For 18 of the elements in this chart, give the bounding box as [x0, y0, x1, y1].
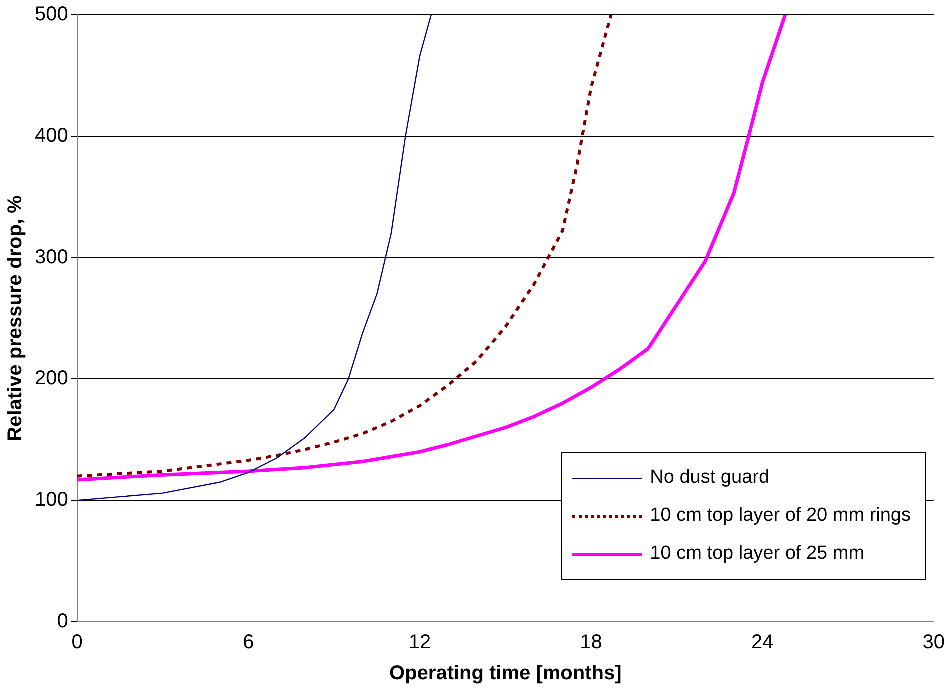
y-tick-label: 500 [34, 4, 68, 26]
legend-label: No dust guard [650, 467, 770, 489]
y-tick-label: 100 [34, 489, 68, 512]
legend-label: 10 cm top layer of 20 mm rings [650, 505, 911, 527]
y-tick-label: 0 [57, 610, 68, 633]
x-tick-label: 12 [408, 632, 432, 654]
y-axis-title: Relative pressure drop, % [4, 195, 27, 442]
y-tick-label: 300 [34, 246, 68, 268]
y-tick-label: 200 [34, 368, 68, 390]
legend-label: 10 cm top layer of 25 mm [650, 543, 865, 565]
x-tick-label: 30 [922, 632, 945, 654]
x-tick-label: 0 [72, 632, 83, 654]
y-tick-label: 400 [34, 124, 68, 147]
x-tick-label: 18 [580, 632, 602, 654]
line-series [77, 15, 613, 478]
x-tick-label: 6 [243, 632, 254, 654]
x-tick-label: 24 [751, 632, 774, 654]
x-axis-title: Operating time [months] [390, 662, 622, 685]
